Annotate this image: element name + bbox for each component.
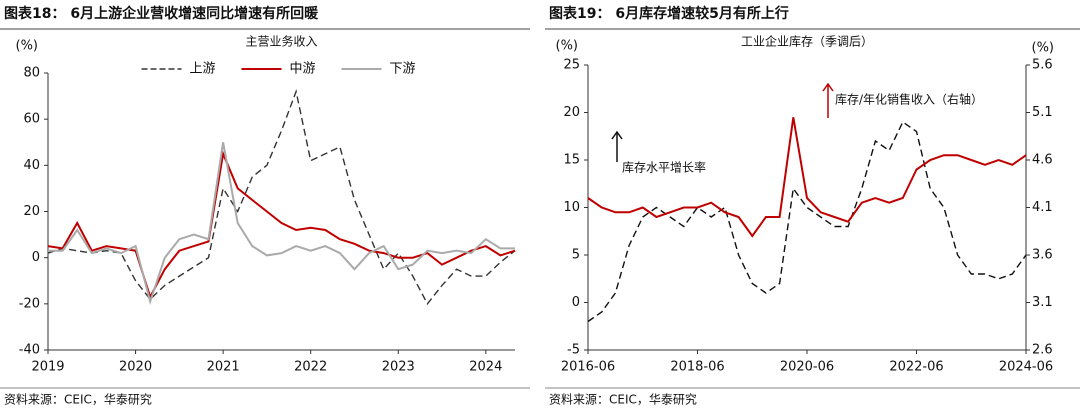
y-tick-label: 20: [563, 105, 580, 120]
y-tick-label: 20: [23, 204, 40, 219]
series-line: [47, 88, 516, 306]
y2-unit: (%): [1032, 41, 1055, 56]
source: 资料来源：CEIC，华泰研究: [4, 392, 152, 407]
y2-tick-label: 3.1: [1032, 295, 1053, 310]
legend-label: 中游: [290, 62, 316, 77]
x-tick-label: 2024-06: [999, 360, 1053, 375]
y-tick-label: 0: [32, 250, 40, 265]
y-unit: (%): [16, 39, 39, 54]
chart-title: 图表18： 6月上游企业营收增速同比增速有所回暖: [4, 5, 319, 22]
x-tick-label: 2018-06: [670, 360, 724, 375]
x-tick-label: 2019: [31, 360, 64, 375]
source: 资料来源：CEIC，华泰研究: [549, 392, 697, 407]
x-tick-label: 2022: [294, 360, 327, 375]
y-tick-label: -20: [19, 296, 40, 311]
series-line: [47, 150, 516, 300]
series-line: [48, 142, 515, 305]
chart-subtitle: 工业企业库存（季调后）: [741, 34, 873, 49]
legend-label: 下游: [390, 62, 416, 77]
x-tick-label: 2016-06: [561, 360, 615, 375]
chart-title: 图表19： 6月库存增速较5月有所上行: [549, 5, 789, 22]
arrow-head: [822, 82, 834, 92]
x-tick-label: 2020-06: [780, 360, 834, 375]
x-tick-label: 2023: [382, 360, 415, 375]
y-tick-label: 80: [23, 66, 40, 81]
y2-tick-label: 5.1: [1032, 105, 1053, 120]
legend-label: 上游: [190, 62, 216, 77]
y2-tick-label: 4.1: [1032, 200, 1053, 215]
series-line: [587, 120, 1027, 323]
y2-tick-label: 5.6: [1032, 58, 1053, 73]
chart-subtitle: 主营业务收入: [245, 34, 317, 49]
y-tick-label: 60: [23, 112, 40, 127]
y-tick-label: 5: [572, 248, 580, 263]
y-tick-label: 0: [572, 295, 580, 310]
y-tick-label: 10: [563, 200, 580, 215]
y-tick-label: -5: [567, 343, 580, 358]
x-tick-label: 2021: [207, 360, 240, 375]
annotation: 库存水平增长率: [622, 160, 706, 175]
y-tick-label: -40: [19, 343, 40, 358]
y-tick-label: 15: [563, 153, 580, 168]
y2-tick-label: 4.6: [1032, 153, 1053, 168]
annotation: 库存/年化销售收入（右轴）: [835, 92, 983, 107]
y-tick-label: 25: [563, 58, 580, 73]
x-tick-label: 2024: [469, 360, 502, 375]
arrow-head: [611, 130, 623, 140]
y2-tick-label: 2.6: [1032, 343, 1053, 358]
x-tick-label: 2020: [119, 360, 152, 375]
y2-tick-label: 3.6: [1032, 248, 1053, 263]
series-line: [587, 117, 1027, 238]
y-tick-label: 40: [23, 158, 40, 173]
y-unit: (%): [556, 39, 579, 54]
x-tick-label: 2022-06: [889, 360, 943, 375]
